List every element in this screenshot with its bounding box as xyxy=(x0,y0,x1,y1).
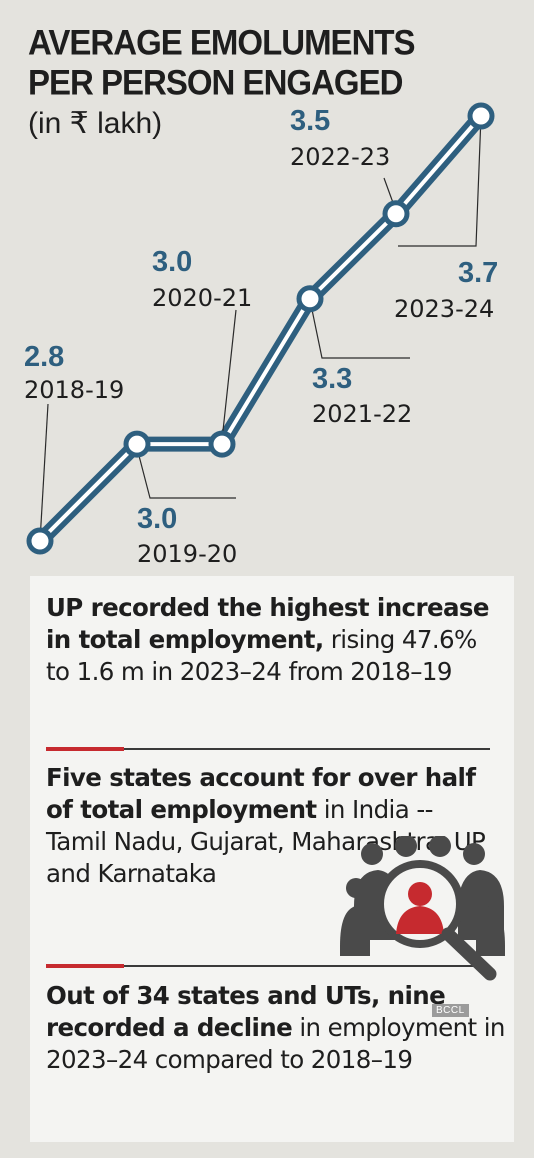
fact-3-text: in employment in 2023–24 compared to 201… xyxy=(46,1013,505,1074)
value-label-2019-20: 3.0 xyxy=(137,503,177,535)
category-label-2020-21: 2020-21 xyxy=(152,284,252,312)
data-point-2020-21 xyxy=(208,430,236,458)
value-label-2018-19: 2.8 xyxy=(24,341,64,373)
data-point-2022-23 xyxy=(382,200,410,228)
leader-line-2 xyxy=(136,447,236,499)
fact-1-text: rising 47.6% to 1.6 m in 2023–24 from 20… xyxy=(46,625,477,686)
series-line-highlight xyxy=(38,114,483,543)
leader-line-3 xyxy=(221,309,237,441)
fact-3: Out of 34 states and UTs, nine recorded … xyxy=(46,980,506,1076)
fact-2: Five states account for over half of tot… xyxy=(46,762,486,890)
divider-1 xyxy=(46,747,490,751)
category-label-2018-19: 2018-19 xyxy=(24,376,124,404)
chart-title: AVERAGE EMOLUMENTS PER PERSON ENGAGED xyxy=(28,22,498,102)
value-label-2021-22: 3.3 xyxy=(312,363,352,395)
divider-2-accent xyxy=(46,964,124,968)
data-point-2019-20 xyxy=(123,430,151,458)
value-label-2020-21: 3.0 xyxy=(152,246,192,278)
category-label-2023-24: 2023-24 xyxy=(394,295,494,323)
data-point-2023-24 xyxy=(467,102,495,130)
fact-2-bold: Five states account for over half of tot… xyxy=(46,763,476,824)
brand-watermark: BCCL xyxy=(432,1004,469,1017)
value-label-2023-24: 3.7 xyxy=(458,257,498,289)
title-line-2: PER PERSON ENGAGED xyxy=(28,61,403,102)
category-label-2022-23: 2022-23 xyxy=(290,143,390,171)
data-point-2018-19 xyxy=(26,527,54,555)
leader-line-6 xyxy=(398,115,482,247)
value-label-2022-23: 3.5 xyxy=(290,105,330,137)
facts-panel xyxy=(30,576,514,1142)
leader-line-1 xyxy=(39,403,49,542)
line-chart: 2.8 3.0 3.0 3.3 3.5 3.7 2018-19 2019-20 2020-21 2… xyxy=(24,102,498,568)
fact-1-bold: UP recorded the highest increase in tota… xyxy=(46,593,490,654)
leader-line-4 xyxy=(309,299,410,359)
category-label-2021-22: 2021-22 xyxy=(312,400,412,428)
category-label-2019-20: 2019-20 xyxy=(137,540,237,568)
fact-2-text: in India -- Tamil Nadu, Gujarat, Maharas… xyxy=(46,795,486,888)
fact-1: UP recorded the highest increase in tota… xyxy=(46,592,506,688)
title-line-1: AVERAGE EMOLUMENTS xyxy=(28,22,416,62)
people-magnifier-icon xyxy=(340,836,505,981)
divider-1-accent xyxy=(46,747,124,751)
chart-subtitle: (in ₹ lakh) xyxy=(28,107,163,140)
fact-3-bold: Out of 34 states and UTs, nine recorded … xyxy=(46,981,446,1042)
data-point-2021-22 xyxy=(296,285,324,313)
divider-2 xyxy=(46,964,490,968)
